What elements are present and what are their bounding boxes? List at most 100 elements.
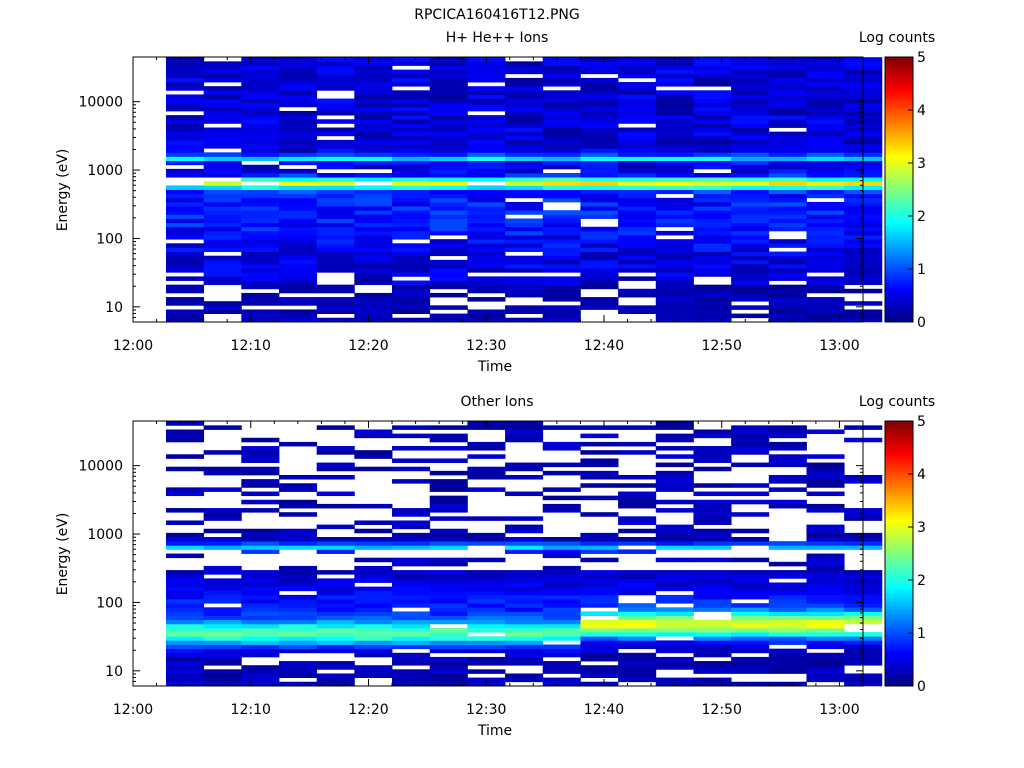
heatmap-cell xyxy=(580,148,619,153)
heatmap-cell xyxy=(165,586,205,592)
heatmap-cell xyxy=(505,268,544,273)
colorbar-segment xyxy=(885,640,913,645)
heatmap-cell xyxy=(731,491,770,497)
heatmap-cell xyxy=(768,458,807,463)
heatmap-cell xyxy=(429,425,468,430)
heatmap-cell xyxy=(241,94,280,99)
heatmap-cell xyxy=(279,218,318,224)
heatmap-cell xyxy=(806,73,845,79)
heatmap-cell xyxy=(731,135,770,141)
colorbar-segment xyxy=(885,558,913,562)
heatmap-cell xyxy=(203,466,242,472)
heatmap-cell xyxy=(316,491,355,497)
heatmap-cell xyxy=(806,313,845,319)
heatmap-cell xyxy=(279,210,318,215)
heatmap-cell xyxy=(618,65,657,71)
heatmap-cell xyxy=(467,648,506,654)
heatmap-cell xyxy=(580,652,619,658)
heatmap-cell xyxy=(542,235,581,240)
heatmap-cell xyxy=(279,578,318,583)
heatmap-cell xyxy=(655,474,694,480)
colorbar-segment xyxy=(885,617,913,621)
colorbar-segment xyxy=(885,505,913,509)
heatmap-cell xyxy=(429,57,468,62)
heatmap-cell xyxy=(655,181,694,186)
heatmap-cell xyxy=(165,94,205,99)
heatmap-cell xyxy=(241,173,280,178)
heatmap-cell xyxy=(467,156,506,161)
heatmap-cell xyxy=(768,561,807,567)
heatmap-cell xyxy=(806,94,845,99)
heatmap-cell xyxy=(392,259,431,265)
heatmap-cell xyxy=(693,201,732,207)
heatmap-cell xyxy=(467,160,506,166)
heatmap-cell xyxy=(693,235,732,240)
heatmap-cell xyxy=(392,123,431,128)
heatmap-cell xyxy=(505,156,544,161)
heatmap-cell xyxy=(279,181,318,186)
heatmap-cell xyxy=(731,77,770,83)
heatmap-cell xyxy=(542,495,581,501)
heatmap-cell xyxy=(768,479,807,484)
heatmap-cell xyxy=(542,255,581,261)
heatmap-cell xyxy=(392,152,431,157)
heatmap-cell xyxy=(768,441,807,447)
heatmap-cell xyxy=(505,578,544,583)
heatmap-cell xyxy=(542,214,581,219)
heatmap-cell xyxy=(279,512,318,517)
heatmap-cell xyxy=(467,623,506,629)
heatmap-cell xyxy=(392,263,431,269)
heatmap-cell xyxy=(693,139,732,145)
heatmap-cell xyxy=(580,594,619,600)
heatmap-cell xyxy=(580,94,619,99)
heatmap-cell xyxy=(392,131,431,137)
heatmap-cell xyxy=(580,135,619,141)
heatmap-cell xyxy=(467,578,506,583)
heatmap-cell xyxy=(241,65,280,71)
heatmap-cell xyxy=(505,648,544,654)
colorbar-segment xyxy=(885,178,913,183)
heatmap-cell xyxy=(505,119,544,124)
heatmap-cell xyxy=(806,193,845,199)
colorbar-segment xyxy=(885,107,913,111)
heatmap-cell xyxy=(392,214,431,219)
heatmap-cell xyxy=(806,553,845,559)
heatmap-cell xyxy=(542,607,581,612)
colorbar-segment xyxy=(885,112,913,116)
colorbar-segment xyxy=(885,542,913,547)
heatmap-cell xyxy=(655,94,694,99)
heatmap-cell xyxy=(505,280,544,286)
heatmap-cell xyxy=(165,206,205,211)
heatmap-cell xyxy=(316,644,355,650)
heatmap-cell xyxy=(165,197,205,203)
heatmap-cell xyxy=(806,259,845,265)
heatmap-cell xyxy=(165,437,205,443)
heatmap-cell xyxy=(806,115,845,120)
heatmap-cell xyxy=(505,115,544,120)
heatmap-cell xyxy=(618,619,657,625)
heatmap-cell xyxy=(693,110,732,116)
colorbar-segment xyxy=(885,471,913,475)
heatmap-cell xyxy=(203,611,242,616)
colorbar-segment xyxy=(885,255,913,259)
heatmap-cell xyxy=(241,82,280,87)
heatmap-cell xyxy=(429,90,468,95)
heatmap-cell xyxy=(731,594,770,600)
heatmap-cell xyxy=(316,259,355,265)
heatmap-cell xyxy=(467,73,506,79)
heatmap-cell xyxy=(731,251,770,257)
heatmap-cell xyxy=(505,284,544,290)
heatmap-cell xyxy=(768,627,807,633)
colorbar-segment xyxy=(885,564,913,568)
heatmap-cell xyxy=(580,177,619,182)
heatmap-cell xyxy=(467,487,506,492)
heatmap-cell xyxy=(165,673,205,679)
heatmap-cell xyxy=(655,144,694,149)
heatmap-cell xyxy=(354,301,393,306)
heatmap-cell xyxy=(806,673,845,679)
heatmap-cell xyxy=(279,611,318,616)
heatmap-cell xyxy=(655,82,694,87)
heatmap-cell xyxy=(618,235,657,240)
heatmap-cell xyxy=(203,263,242,269)
heatmap-cell xyxy=(542,131,581,137)
